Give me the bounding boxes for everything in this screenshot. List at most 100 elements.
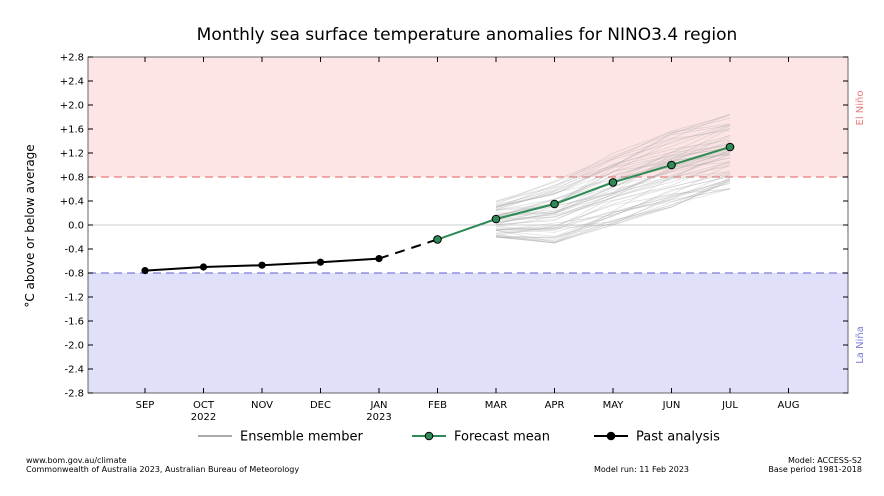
ensemble-member-line	[495, 113, 731, 203]
x-tick-label: JUL	[721, 400, 738, 411]
x-tick-sublabel: 2022	[191, 412, 216, 423]
threshold-label-1: La Niña	[855, 326, 866, 364]
ensemble-member-line	[495, 115, 731, 202]
forecast-mean-point	[608, 178, 618, 187]
y-tick-label: -1.6	[64, 317, 84, 328]
forecast-mean-point	[433, 235, 442, 244]
ensemble-member-line	[495, 179, 731, 244]
legend-label: Forecast mean	[454, 430, 550, 445]
y-tick-label: -2.8	[64, 389, 84, 400]
past-forecast-link	[378, 238, 438, 260]
ensemble-member-line	[495, 123, 731, 202]
ensemble-member-line	[495, 129, 731, 209]
footer-model-run: Model run: 11 Feb 2023	[594, 465, 690, 474]
past-analysis-point	[199, 263, 208, 271]
y-tick-label: +1.2	[60, 149, 84, 160]
ensemble-member-line	[495, 127, 731, 211]
ensemble-member-line	[495, 162, 731, 230]
ensemble-member-line	[495, 148, 731, 218]
legend-label: Past analysis	[636, 430, 720, 445]
ensemble-member-line	[495, 188, 731, 241]
ensemble-members	[495, 113, 731, 244]
ensemble-member-line	[495, 178, 731, 234]
x-tick-label: MAR	[485, 400, 507, 411]
ensemble-member-line	[495, 151, 731, 220]
ensemble-member-line	[495, 161, 731, 222]
ensemble-member-line	[495, 153, 731, 224]
x-tick-label: NOV	[251, 400, 273, 411]
past-analysis-point	[258, 261, 266, 269]
y-tick-label: +2.0	[60, 101, 84, 112]
forecast-mean-point	[550, 199, 559, 209]
legend-swatch-marker	[606, 431, 616, 441]
y-tick-label: -0.8	[64, 269, 84, 280]
ensemble-member-line	[495, 113, 731, 205]
ensemble-member-line	[495, 160, 731, 228]
ensemble-member-line	[495, 143, 731, 216]
y-tick-label: -1.2	[64, 293, 84, 304]
ensemble-member-line	[495, 134, 731, 217]
ensemble-member-line	[495, 173, 731, 232]
threshold-label-0: El Niño	[855, 91, 866, 126]
forecast-mean-point	[667, 160, 676, 170]
y-tick-label: +1.6	[60, 125, 84, 136]
threshold-regions: El Niño La Niña	[88, 57, 866, 393]
ensemble-member-line	[495, 125, 731, 211]
ensemble-member-line	[495, 173, 731, 244]
y-tick-label: 0.0	[68, 221, 84, 232]
x-tick-label: JAN	[369, 400, 387, 411]
ensemble-member-line	[495, 161, 731, 226]
ensemble-member-line	[495, 128, 731, 208]
ensemble-member-line	[495, 124, 731, 207]
legend-swatch-marker	[424, 431, 434, 441]
past-analysis-point	[316, 258, 325, 266]
ensemble-member-line	[495, 146, 731, 217]
y-tick-label: +0.4	[60, 197, 84, 208]
ensemble-member-line	[495, 180, 731, 244]
ensemble-member-line	[495, 165, 731, 229]
ensemble-member-line	[495, 147, 731, 211]
el-nino-region	[88, 57, 848, 177]
ensemble-member-line	[495, 182, 731, 239]
ensemble-member-line	[495, 125, 731, 208]
footer-url: www.bom.gov.au/climate	[26, 456, 127, 465]
ensemble-member-line	[495, 183, 731, 231]
forecast-mean-point	[725, 142, 735, 152]
forecast-mean-point	[491, 214, 501, 224]
forecast-mean-line	[437, 146, 731, 241]
ensemble-member-line	[495, 171, 731, 236]
ensemble-member-line	[495, 163, 731, 231]
axes: +2.8 +2.4 +2.0 +1.6 +1.2 +0.8 +0.4 0.0 -0.4 -0.8 -…	[60, 53, 849, 423]
x-tick-label: MAY	[603, 400, 625, 411]
ensemble-member-line	[495, 178, 731, 242]
ensemble-member-line	[495, 178, 731, 234]
ensemble-member-line	[495, 154, 731, 224]
x-tick-label: DEC	[310, 400, 331, 411]
ensemble-member-line	[495, 117, 731, 208]
ensemble-member-line	[495, 157, 731, 226]
ensemble-member-line	[495, 137, 731, 218]
past-analysis-point	[375, 255, 383, 263]
x-tick-label: JUN	[662, 400, 681, 411]
ensemble-member-line	[495, 176, 731, 233]
x-tick-label: OCT	[193, 400, 215, 411]
footer-base-period: Base period 1981-2018	[768, 465, 862, 474]
ensemble-member-line	[495, 139, 731, 207]
footer-model: Model: ACCESS-S2	[787, 456, 862, 465]
ensemble-member-line	[495, 170, 731, 221]
x-tick-label: FEB	[428, 400, 447, 411]
series-lines	[141, 142, 735, 275]
chart-title: Monthly sea surface temperature anomalie…	[197, 25, 738, 45]
ensemble-member-line	[495, 174, 731, 239]
y-tick-label: +0.8	[60, 173, 84, 184]
legend-label: Ensemble member	[240, 430, 363, 445]
ensemble-member-line	[495, 188, 731, 238]
y-tick-label: +2.4	[60, 77, 84, 88]
y-tick-label: -2.4	[64, 365, 84, 376]
y-tick-label: -2.0	[64, 341, 84, 352]
ensemble-member-line	[495, 177, 731, 237]
past-analysis-point	[141, 267, 149, 275]
ensemble-member-line	[495, 188, 731, 244]
ensemble-member-line	[495, 187, 731, 243]
